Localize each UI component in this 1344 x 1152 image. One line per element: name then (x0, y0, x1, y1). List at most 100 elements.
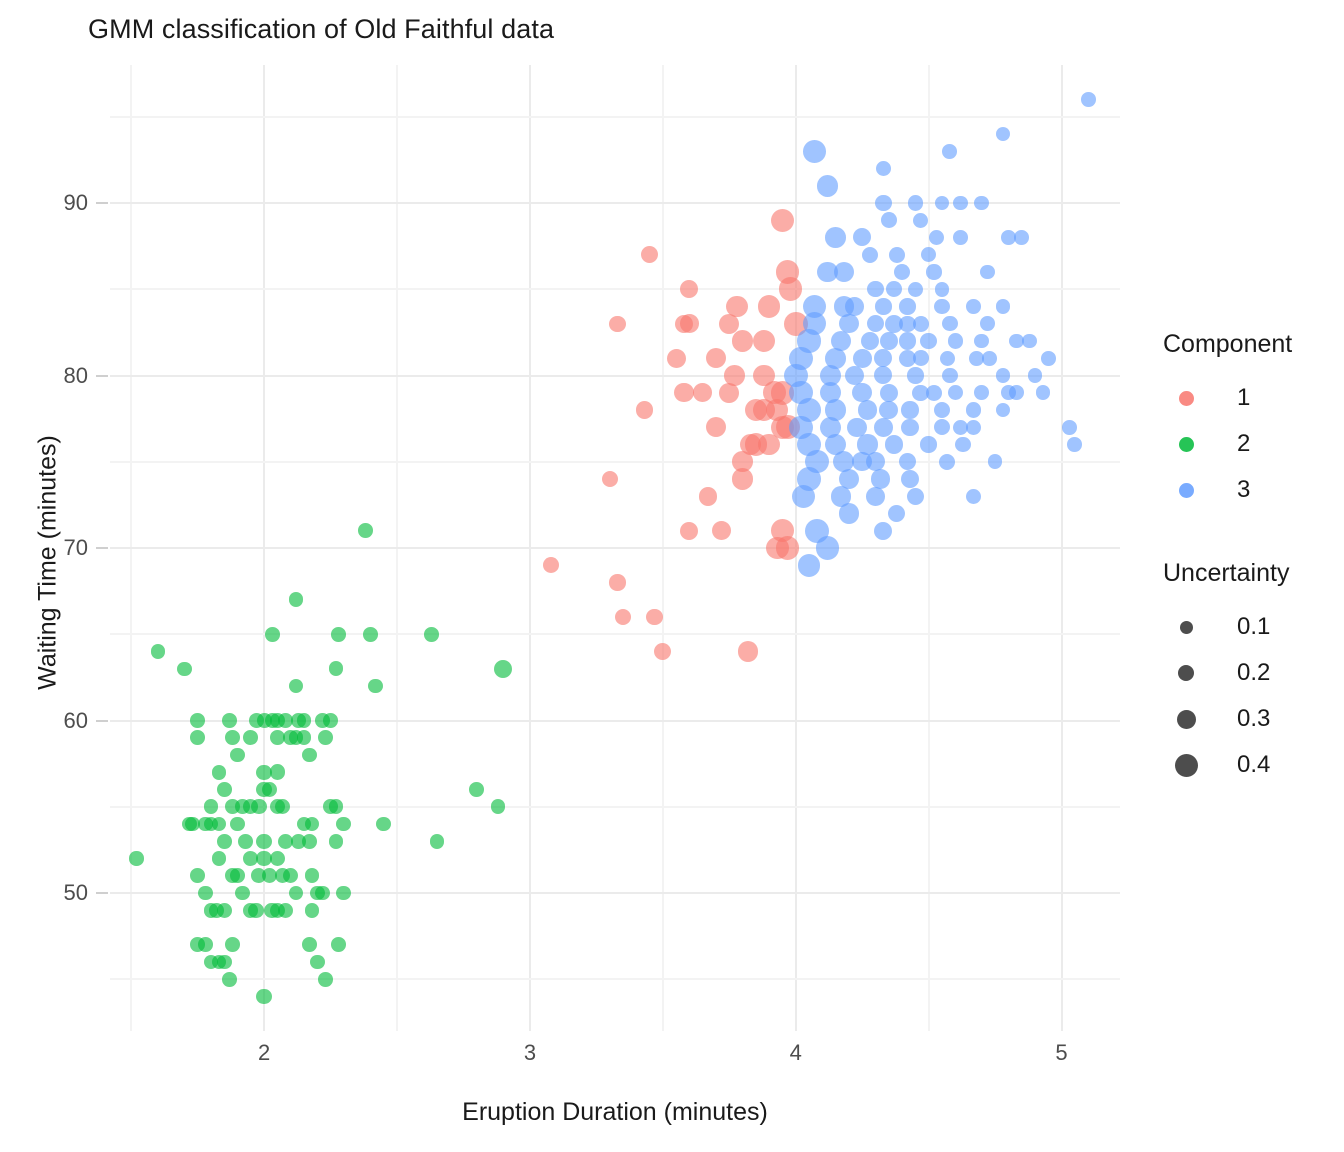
scatter-point (953, 230, 968, 245)
gridline-horizontal (110, 892, 1120, 894)
scatter-point (129, 851, 144, 866)
legend-item-component-3[interactable]: 3 (1163, 467, 1344, 513)
scatter-point (763, 381, 786, 405)
gridline-horizontal (110, 719, 1120, 722)
scatter-point (269, 850, 286, 867)
scatter-point (852, 383, 872, 403)
scatter-point (731, 468, 754, 490)
scatter-point (906, 487, 924, 505)
scatter-point (839, 314, 859, 334)
scatter-point (224, 730, 240, 746)
scatter-point (933, 419, 951, 436)
scatter-point (261, 868, 278, 884)
scatter-point (705, 417, 726, 438)
scatter-point (888, 504, 906, 523)
scatter-point (1022, 333, 1038, 349)
legend-item-component-1[interactable]: 1 (1163, 375, 1344, 421)
scatter-point (874, 349, 893, 368)
scatter-point (1014, 230, 1030, 245)
scatter-point (304, 816, 320, 832)
scatter-point (907, 281, 924, 297)
scatter-point (230, 868, 245, 884)
scatter-point (301, 937, 317, 953)
scatter-point (203, 799, 219, 815)
scatter-point (874, 521, 893, 540)
scatter-point (1035, 385, 1051, 401)
legend-item-label: 3 (1237, 476, 1251, 503)
legend-area: Component 1 2 3 Uncertainty 0.1 0.2 0.3 0.4 (1163, 330, 1344, 834)
scatter-point (857, 400, 878, 420)
scatter-point (336, 816, 352, 832)
y-axis-tick-label: 70 (63, 535, 88, 560)
scatter-point (264, 626, 280, 642)
scatter-point (744, 398, 767, 422)
scatter-point (635, 401, 653, 419)
scatter-point (357, 523, 373, 539)
legend-item-label: 0.3 (1237, 705, 1271, 732)
legend-dot-icon (1179, 620, 1193, 634)
scatter-point (966, 488, 982, 504)
scatter-point (920, 332, 937, 350)
scatter-point (942, 316, 958, 332)
y-axis-tick-mark (96, 892, 108, 894)
scatter-point (198, 885, 214, 901)
scatter-point (251, 799, 267, 815)
scatter-point (861, 331, 880, 350)
scatter-point (875, 160, 892, 177)
scatter-point (288, 592, 304, 608)
scatter-point (880, 212, 897, 229)
scatter-point (974, 195, 990, 211)
scatter-point (995, 402, 1011, 418)
legend-item-uncertainty-0.1[interactable]: 0.1 (1163, 604, 1344, 650)
scatter-point (832, 451, 855, 473)
scatter-point (926, 384, 942, 401)
gridline-horizontal (110, 978, 1120, 981)
y-axis-tick-mark (96, 202, 108, 204)
scatter-point (926, 264, 942, 280)
scatter-point (898, 453, 916, 471)
scatter-point (614, 608, 632, 626)
scatter-point (898, 349, 916, 367)
legend-item-uncertainty-0.4[interactable]: 0.4 (1163, 742, 1344, 788)
scatter-point (934, 281, 950, 297)
scatter-point (177, 661, 192, 676)
scatter-point (867, 281, 884, 298)
scatter-point (947, 385, 963, 401)
scatter-point (315, 885, 331, 901)
scatter-point (879, 400, 899, 420)
legend-size-swatch (1163, 620, 1209, 634)
scatter-point (982, 350, 998, 366)
scatter-point (216, 782, 232, 797)
scatter-point (874, 366, 893, 385)
scatter-point (758, 433, 781, 456)
scatter-point (216, 954, 232, 970)
scatter-point (278, 713, 293, 728)
scatter-point (1067, 437, 1083, 452)
scatter-point (875, 194, 892, 212)
scatter-point (323, 799, 338, 815)
y-axis-tick-label: 90 (63, 190, 88, 215)
scatter-point (934, 298, 950, 315)
legend-item-uncertainty-0.3[interactable]: 0.3 (1163, 696, 1344, 742)
legend-item-component-2[interactable]: 2 (1163, 421, 1344, 467)
page-title: GMM classification of Old Faithful data (88, 14, 555, 44)
scatter-point (269, 799, 286, 815)
scatter-point (317, 730, 333, 746)
scatter-point (899, 298, 916, 315)
scatter-point (770, 208, 795, 232)
scatter-point (871, 469, 891, 489)
scatter-point (825, 433, 847, 456)
scatter-point (1000, 230, 1016, 245)
scatter-point (852, 452, 872, 472)
legend-item-label: 1 (1237, 384, 1251, 411)
scatter-point (705, 348, 726, 369)
scatter-point (739, 433, 762, 456)
scatter-point (819, 364, 841, 387)
scatter-point (752, 330, 775, 352)
scatter-point (819, 382, 841, 404)
legend-item-label: 0.4 (1237, 751, 1271, 778)
legend-item-uncertainty-0.2[interactable]: 0.2 (1163, 650, 1344, 696)
scatter-point (825, 399, 847, 421)
scatter-point (955, 436, 971, 453)
